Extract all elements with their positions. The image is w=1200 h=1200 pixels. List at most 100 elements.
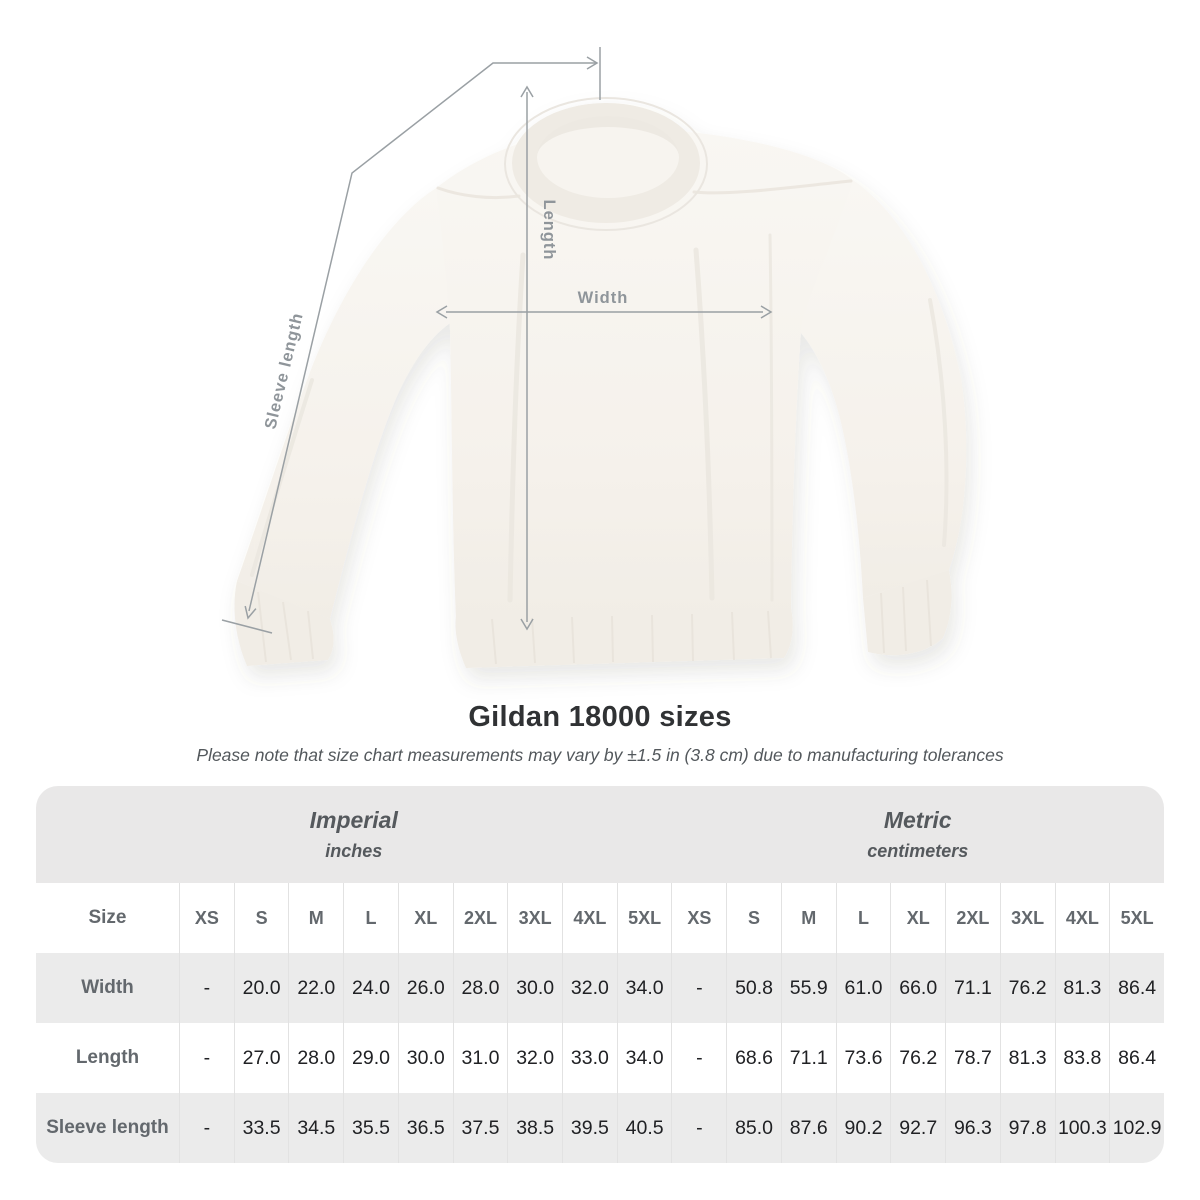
measurement-value: 76.2 xyxy=(999,953,1055,1023)
measurement-value: 86.4 xyxy=(1109,1023,1164,1093)
unit-group-imperial: Imperial inches xyxy=(36,786,672,883)
measurement-value: 36.5 xyxy=(397,1093,453,1163)
size-column-xs: XS xyxy=(671,883,726,953)
row-label: Width xyxy=(81,977,134,998)
measurement-value: 61.0 xyxy=(835,953,891,1023)
size-column-3xl: 3XL xyxy=(507,883,562,953)
measurement-value: 102.9 xyxy=(1109,1093,1164,1163)
measurement-value: 34.0 xyxy=(616,953,672,1023)
size-column-xs: XS xyxy=(179,883,234,953)
measurement-value: 33.0 xyxy=(562,1023,617,1093)
right-shoulder-seam xyxy=(692,179,853,195)
sleeve-measure-line xyxy=(248,62,597,612)
sweatshirt-measurement-diagram: Length Width Sleeve length xyxy=(221,47,967,668)
length-label: Length xyxy=(540,200,558,261)
measurement-value: - xyxy=(671,1023,726,1093)
size-column-5xl: 5XL xyxy=(1109,883,1164,953)
width-arrowhead-right xyxy=(760,305,773,319)
collar-stitch xyxy=(504,97,708,231)
measurement-value: 50.8 xyxy=(726,953,781,1023)
measurement-value: 22.0 xyxy=(288,953,343,1023)
measurement-value: 100.3 xyxy=(1054,1093,1110,1163)
size-header-row: Size XS S M L XL 2XL 3XL 4XL 5XL XS S M L XL 2XL 3XL 4XL… xyxy=(36,883,1164,953)
measurement-value: 34.0 xyxy=(616,1023,672,1093)
measurement-row-sleeve-length: Sleeve length -33.5 34.5 35.5 36.5 37.5 38.5 39… xyxy=(36,1093,1164,1163)
left-shoulder-seam xyxy=(436,186,521,200)
size-column-2xl: 2XL xyxy=(452,883,508,953)
size-column-4xl: 4XL xyxy=(1054,883,1110,953)
measurement-value: 37.5 xyxy=(452,1093,508,1163)
size-column-xl: XL xyxy=(397,883,453,953)
measurement-value: 28.0 xyxy=(452,953,508,1023)
measurement-value: 92.7 xyxy=(890,1093,945,1163)
measurement-value: - xyxy=(179,1023,234,1093)
size-column-3xl: 3XL xyxy=(999,883,1055,953)
measurement-value: 26.0 xyxy=(397,953,453,1023)
waistband-ribbing xyxy=(491,610,772,665)
body-panel xyxy=(436,127,853,620)
width-arrowhead-left xyxy=(435,305,448,319)
measurement-value: 97.8 xyxy=(999,1093,1055,1163)
measurement-value: 33.5 xyxy=(233,1093,289,1163)
length-arrowhead-bottom xyxy=(520,618,534,631)
measurement-row-width: Width -20.0 22.0 24.0 26.0 28.0 30.0 32.0 34.0-5… xyxy=(36,953,1164,1023)
measurement-value: 38.5 xyxy=(507,1093,562,1163)
measurement-value: 35.5 xyxy=(343,1093,398,1163)
cuff-ribbing xyxy=(257,579,932,663)
measurement-value: 30.0 xyxy=(507,953,562,1023)
measurement-value: 29.0 xyxy=(343,1023,398,1093)
measurement-value: 27.0 xyxy=(233,1023,289,1093)
measurement-value: 39.5 xyxy=(562,1093,617,1163)
size-column-5xl: 5XL xyxy=(616,883,672,953)
measurement-value: 55.9 xyxy=(780,953,836,1023)
row-label: Sleeve length xyxy=(46,1117,169,1138)
sleeve-cuff-tick xyxy=(221,619,273,634)
left-sleeve xyxy=(237,188,458,619)
measurement-value: 85.0 xyxy=(726,1093,781,1163)
size-column-m: M xyxy=(288,883,343,953)
metric-unit-label: centimeters xyxy=(867,841,969,861)
measurement-value: 73.6 xyxy=(835,1023,891,1093)
metric-label: Metric xyxy=(883,807,952,833)
size-column-l: L xyxy=(343,883,398,953)
measurement-value: 96.3 xyxy=(945,1093,1000,1163)
measurement-value: 90.2 xyxy=(835,1093,891,1163)
measurement-value: 68.6 xyxy=(726,1023,781,1093)
measurement-value: 40.5 xyxy=(616,1093,672,1163)
tolerance-note: Please note that size chart measurements… xyxy=(196,745,1004,765)
width-label: Width xyxy=(578,289,629,307)
measurement-value: 24.0 xyxy=(343,953,398,1023)
sleeve-arrowhead-cuff xyxy=(244,605,257,620)
size-column-l: L xyxy=(835,883,891,953)
measurement-value: 86.4 xyxy=(1109,953,1164,1023)
measurement-value: 31.0 xyxy=(452,1023,508,1093)
sweatshirt xyxy=(234,97,967,668)
measurement-value: 20.0 xyxy=(233,953,289,1023)
measurement-value: 71.1 xyxy=(945,953,1000,1023)
measurement-row-length: Length -27.0 28.0 29.0 30.0 31.0 32.0 33.0 34.0-… xyxy=(36,1023,1164,1093)
measurement-value: 28.0 xyxy=(288,1023,343,1093)
unit-group-metric: Metric centimeters xyxy=(671,786,1164,883)
measurement-value: 32.0 xyxy=(507,1023,562,1093)
size-corner-header: Size xyxy=(88,907,127,928)
size-column-m: M xyxy=(780,883,836,953)
collar-opening xyxy=(537,116,679,198)
side-seam-right xyxy=(768,233,774,602)
measurement-value: 81.3 xyxy=(999,1023,1055,1093)
unit-band-row: Imperial inches Metric centimeters xyxy=(36,786,1164,883)
size-column-s: S xyxy=(726,883,781,953)
measurement-value: 81.3 xyxy=(1054,953,1110,1023)
measurement-value: - xyxy=(179,953,234,1023)
body-crease-right xyxy=(693,247,715,601)
measurement-value: 83.8 xyxy=(1054,1023,1110,1093)
measurement-value: 32.0 xyxy=(562,953,617,1023)
body-crease-left xyxy=(507,252,526,603)
size-column-s: S xyxy=(233,883,289,953)
measurement-value: 34.5 xyxy=(288,1093,343,1163)
right-sleeve-crease xyxy=(928,298,949,547)
imperial-unit-label: inches xyxy=(325,841,383,861)
measurement-value: - xyxy=(671,953,726,1023)
right-sleeve xyxy=(790,180,967,598)
row-label: Length xyxy=(75,1047,140,1068)
